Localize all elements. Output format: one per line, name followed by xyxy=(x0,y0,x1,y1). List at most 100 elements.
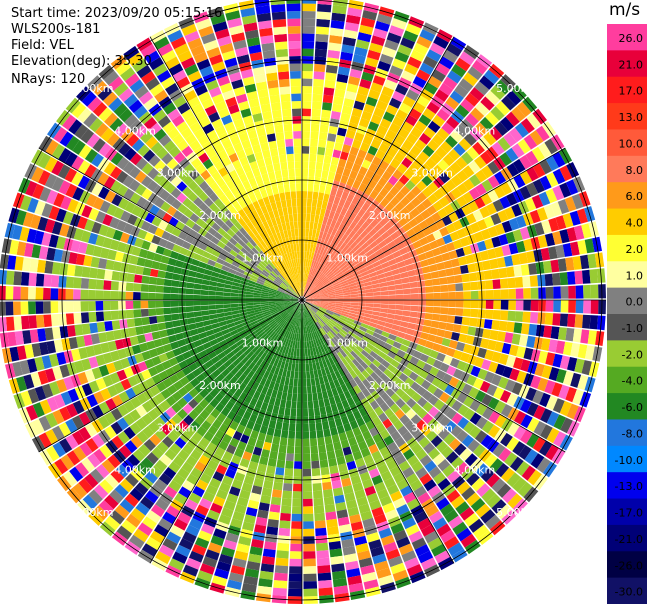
velocity-gate xyxy=(378,351,388,360)
velocity-gate xyxy=(278,383,284,392)
velocity-gate xyxy=(242,521,255,532)
velocity-gate xyxy=(297,303,301,311)
velocity-gate xyxy=(172,551,188,564)
velocity-gate xyxy=(295,431,302,439)
velocity-gate xyxy=(538,440,553,457)
velocity-gate xyxy=(254,151,264,161)
velocity-gate xyxy=(214,392,224,403)
velocity-gate xyxy=(237,239,246,248)
velocity-gate xyxy=(352,54,366,64)
velocity-gate xyxy=(195,504,209,517)
velocity-gate xyxy=(195,217,206,228)
velocity-gate xyxy=(407,269,416,277)
velocity-gate xyxy=(321,316,329,323)
velocity-gate xyxy=(46,445,60,462)
velocity-gate xyxy=(368,228,378,237)
velocity-gate xyxy=(225,427,236,438)
velocity-gate xyxy=(375,269,385,276)
velocity-gate xyxy=(407,56,422,69)
velocity-gate xyxy=(302,63,314,72)
velocity-gate xyxy=(302,146,310,154)
velocity-gate xyxy=(312,304,320,309)
velocity-gate xyxy=(254,287,262,292)
velocity-gate xyxy=(473,444,486,458)
velocity-gate xyxy=(312,291,320,296)
velocity-gate xyxy=(334,370,342,379)
velocity-gate xyxy=(215,291,224,296)
velocity-gate xyxy=(258,392,266,402)
velocity-gate xyxy=(326,260,333,268)
velocity-gate xyxy=(256,127,266,137)
velocity-gate xyxy=(259,368,267,378)
velocity-gate xyxy=(302,138,310,147)
velocity-gate xyxy=(409,108,422,120)
velocity-gate xyxy=(398,460,411,472)
velocity-gate xyxy=(259,273,268,280)
velocity-gate xyxy=(298,371,302,379)
velocity-gate xyxy=(260,333,268,340)
velocity-gate xyxy=(302,393,308,402)
velocity-gate xyxy=(283,301,291,303)
velocity-gate xyxy=(253,269,261,276)
velocity-gate xyxy=(291,275,296,283)
velocity-gate xyxy=(337,516,350,526)
velocity-gate xyxy=(260,205,268,215)
velocity-gate xyxy=(365,296,374,300)
velocity-gate xyxy=(262,441,272,451)
velocity-gate xyxy=(206,129,218,141)
velocity-gate xyxy=(207,259,216,267)
velocity-gate xyxy=(334,88,346,98)
velocity-gate xyxy=(216,286,224,292)
velocity-gate xyxy=(97,415,110,429)
velocity-gate xyxy=(308,317,313,325)
velocity-gate xyxy=(260,293,269,297)
velocity-gate xyxy=(310,259,315,268)
velocity-gate xyxy=(482,260,491,271)
velocity-gate xyxy=(417,550,434,564)
velocity-gate xyxy=(479,75,495,90)
velocity-gate xyxy=(195,163,207,175)
velocity-gate xyxy=(230,289,239,294)
velocity-gate xyxy=(98,224,109,237)
velocity-gate xyxy=(257,463,267,473)
velocity-gate xyxy=(311,468,321,477)
velocity-gate xyxy=(168,234,178,244)
velocity-gate xyxy=(302,168,309,177)
velocity-gate xyxy=(163,102,177,115)
velocity-gate xyxy=(199,437,210,448)
velocity-gate xyxy=(292,293,299,298)
velocity-gate xyxy=(249,193,258,203)
velocity-gate xyxy=(275,557,289,567)
velocity-gate xyxy=(274,41,288,50)
velocity-gate xyxy=(454,316,463,325)
velocity-gate xyxy=(166,505,180,518)
velocity-gate xyxy=(69,466,84,482)
velocity-gate xyxy=(165,350,175,360)
velocity-gate xyxy=(585,345,595,361)
velocity-gate xyxy=(196,426,208,437)
velocity-gate xyxy=(274,572,288,582)
velocity-gate xyxy=(187,70,202,83)
velocity-gate xyxy=(333,379,341,388)
velocity-gate xyxy=(343,29,358,39)
velocity-gate xyxy=(264,541,277,551)
velocity-gate xyxy=(244,146,254,157)
velocity-gate xyxy=(436,497,450,511)
velocity-gate xyxy=(423,319,432,327)
velocity-gate xyxy=(225,336,234,344)
velocity-gate xyxy=(417,396,428,408)
velocity-gate xyxy=(432,359,443,370)
azimuth-spoke xyxy=(38,299,303,453)
velocity-gate xyxy=(341,366,350,375)
velocity-gate xyxy=(231,260,240,268)
velocity-gate xyxy=(320,256,327,264)
velocity-gate xyxy=(572,328,582,343)
range-ring-label: 2.00km xyxy=(369,379,411,392)
velocity-gate xyxy=(505,111,520,127)
velocity-gate xyxy=(372,307,381,312)
velocity-gate xyxy=(417,151,430,163)
velocity-gate xyxy=(386,280,395,286)
velocity-gate xyxy=(382,111,395,123)
velocity-gate xyxy=(123,188,135,201)
velocity-gate xyxy=(296,311,299,319)
